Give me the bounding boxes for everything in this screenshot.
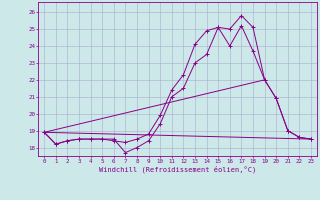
X-axis label: Windchill (Refroidissement éolien,°C): Windchill (Refroidissement éolien,°C) <box>99 165 256 173</box>
